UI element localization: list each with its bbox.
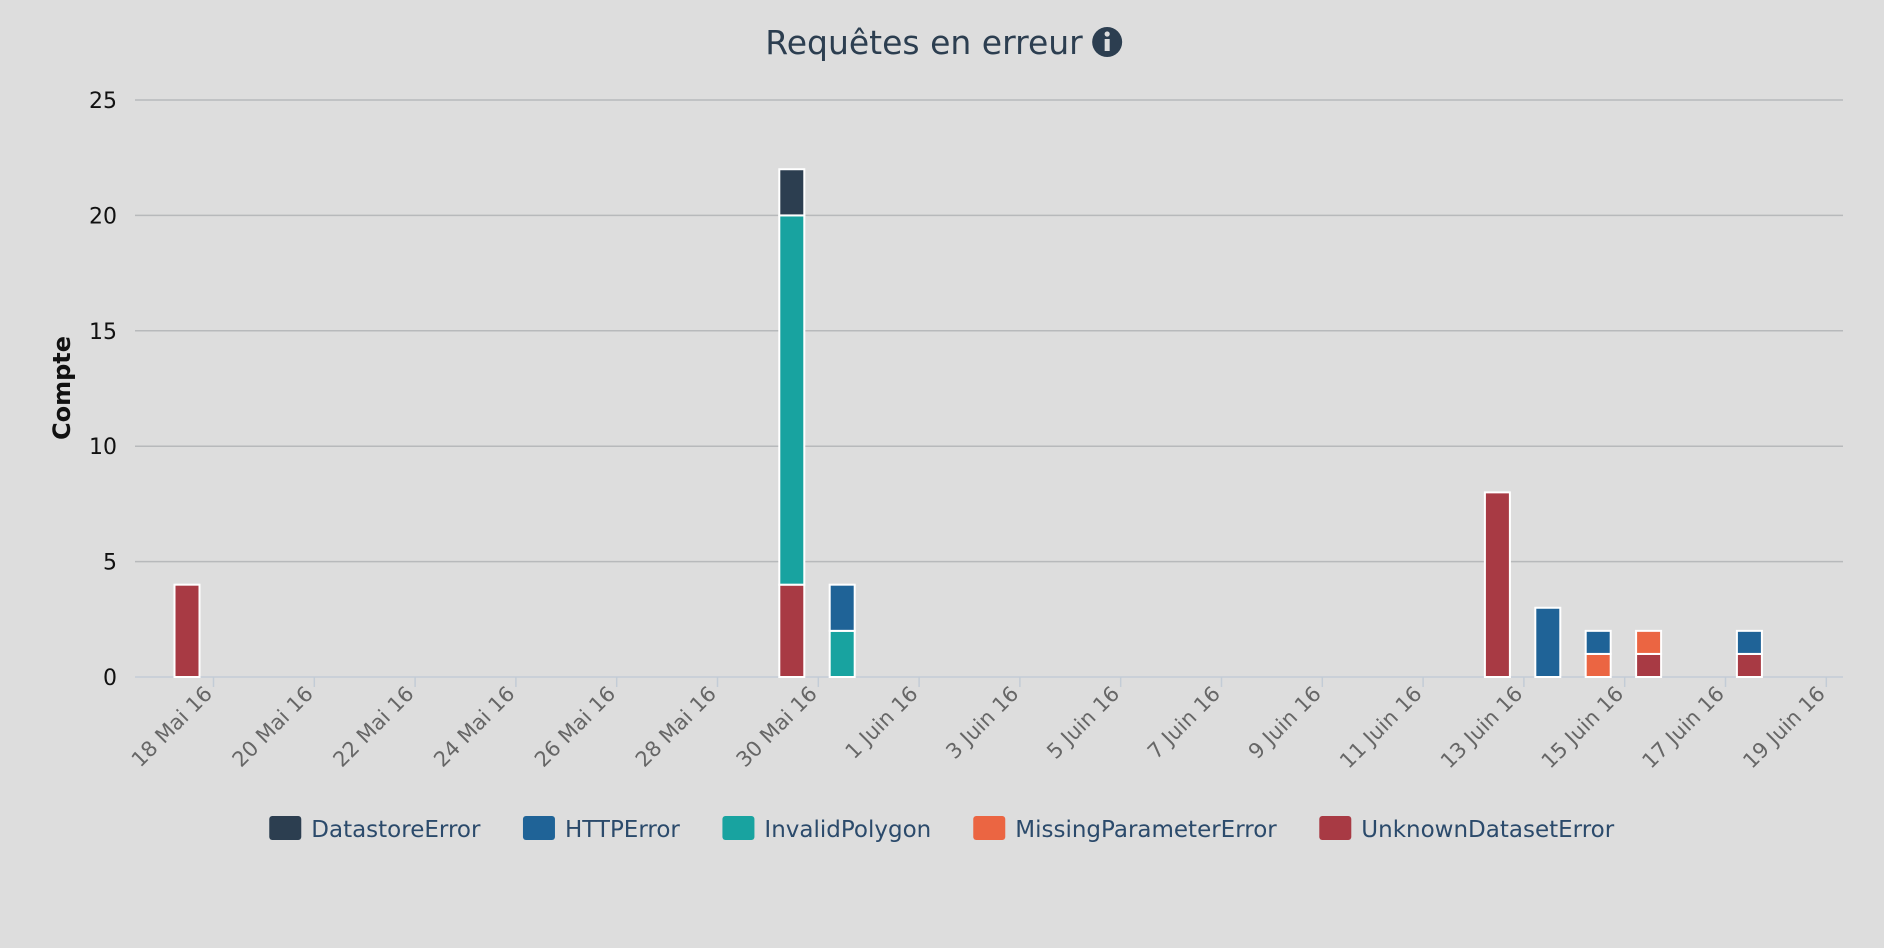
x-tick-label: 20 Mai 16 bbox=[228, 682, 318, 772]
bar-segment[interactable] bbox=[1534, 606, 1562, 679]
x-tick-label: 22 Mai 16 bbox=[328, 682, 418, 772]
x-axis: 18 Mai 16 20 Mai 16 22 Mai 16 24 Mai 16 26 M… bbox=[127, 676, 1843, 774]
x-tick-label: 11 Juin 16 bbox=[1335, 682, 1427, 774]
bar-segment[interactable] bbox=[173, 583, 201, 678]
y-tick-label: 10 bbox=[89, 435, 117, 460]
y-tick-label: 25 bbox=[89, 89, 117, 114]
bar-segment[interactable] bbox=[1635, 629, 1663, 655]
x-tick-label: 30 Mai 16 bbox=[732, 682, 822, 772]
legend-label: UnknownDatasetError bbox=[1361, 817, 1614, 843]
chart-title: Requêtes en erreur bbox=[765, 23, 1083, 62]
bar-segment[interactable] bbox=[1584, 652, 1612, 678]
legend-label: HTTPError bbox=[565, 817, 680, 843]
x-tick-label: 9 Juin 16 bbox=[1244, 682, 1326, 764]
y-axis-label: Compte bbox=[48, 336, 76, 440]
bar-segment[interactable] bbox=[828, 629, 856, 679]
legend-item[interactable]: HTTPError bbox=[522, 816, 680, 843]
legend-item[interactable]: UnknownDatasetError bbox=[1319, 816, 1615, 843]
legend-swatch bbox=[973, 816, 1006, 840]
x-tick-label: 26 Mai 16 bbox=[530, 682, 620, 772]
x-tick-label: 7 Juin 16 bbox=[1143, 682, 1225, 764]
y-tick-label: 20 bbox=[89, 204, 117, 229]
bar-segment[interactable] bbox=[1483, 491, 1511, 678]
legend-swatch bbox=[722, 816, 755, 840]
bar-segment[interactable] bbox=[828, 583, 856, 632]
legend: DatastoreError HTTPError InvalidPolygon Mis… bbox=[269, 816, 1615, 843]
gridlines bbox=[135, 99, 1843, 563]
legend-swatch bbox=[522, 816, 555, 840]
x-tick-label: 28 Mai 16 bbox=[631, 682, 721, 772]
bar-segment[interactable] bbox=[778, 583, 806, 678]
legend-label: DatastoreError bbox=[311, 817, 481, 843]
x-tick-label: 3 Juin 16 bbox=[941, 682, 1023, 764]
bars bbox=[173, 168, 1763, 679]
bar-segment[interactable] bbox=[1584, 629, 1612, 655]
bar-segment[interactable] bbox=[1735, 629, 1763, 655]
y-tick-label: 5 bbox=[103, 551, 117, 576]
legend-swatch bbox=[269, 816, 302, 840]
x-tick-label: 5 Juin 16 bbox=[1042, 682, 1124, 764]
x-tick-label: 13 Juin 16 bbox=[1436, 682, 1528, 774]
legend-item[interactable]: InvalidPolygon bbox=[722, 816, 931, 843]
legend-item[interactable]: MissingParameterError bbox=[973, 816, 1277, 843]
legend-item[interactable]: DatastoreError bbox=[269, 816, 481, 843]
bar-segment[interactable] bbox=[1635, 652, 1663, 678]
chart-title-group: Requêtes en erreur bbox=[765, 23, 1123, 62]
info-icon-stem bbox=[1104, 39, 1110, 51]
y-axis: 0 5 10 15 20 25 bbox=[89, 89, 117, 691]
x-tick-label: 17 Juin 16 bbox=[1637, 682, 1729, 774]
legend-swatch bbox=[1319, 816, 1352, 840]
y-tick-label: 15 bbox=[89, 320, 117, 345]
info-icon-dot bbox=[1104, 31, 1110, 37]
x-tick-label: 18 Mai 16 bbox=[127, 682, 217, 772]
legend-label: InvalidPolygon bbox=[764, 817, 931, 843]
info-circle-icon[interactable] bbox=[1092, 27, 1123, 57]
bar-segment[interactable] bbox=[778, 168, 806, 217]
y-tick-label: 0 bbox=[103, 666, 117, 691]
x-tick-label: 19 Juin 16 bbox=[1738, 682, 1830, 774]
x-tick-label: 15 Juin 16 bbox=[1537, 682, 1629, 774]
bar-segment[interactable] bbox=[1735, 652, 1763, 678]
x-tick-label: 1 Juin 16 bbox=[841, 682, 923, 764]
x-tick-label: 24 Mai 16 bbox=[429, 682, 519, 772]
bar-segment[interactable] bbox=[778, 214, 806, 586]
legend-label: MissingParameterError bbox=[1015, 817, 1277, 843]
